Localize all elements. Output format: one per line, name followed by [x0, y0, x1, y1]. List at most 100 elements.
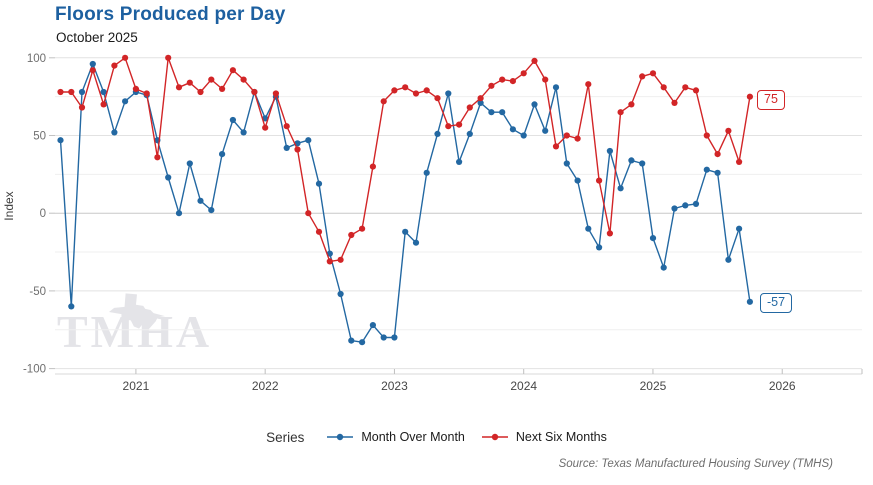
data-point — [499, 76, 506, 83]
legend-item-month-over-month[interactable]: Month Over Month — [326, 430, 465, 444]
series-line-month-over-month — [59, 63, 751, 343]
data-point — [240, 129, 247, 136]
data-point — [660, 264, 667, 271]
x-tick-label: 2025 — [640, 379, 667, 393]
data-point — [520, 132, 527, 139]
data-point — [423, 169, 430, 176]
data-point — [412, 90, 420, 97]
data-point — [628, 101, 635, 108]
data-point — [348, 231, 355, 239]
data-point — [369, 163, 376, 170]
data-point — [671, 99, 678, 106]
data-point — [606, 147, 614, 155]
data-point — [563, 132, 570, 139]
data-point — [542, 127, 549, 134]
data-point — [434, 130, 441, 137]
data-point — [746, 298, 754, 305]
data-point — [596, 177, 603, 184]
data-point — [132, 85, 139, 92]
legend-marker-blue — [327, 433, 354, 441]
data-point — [57, 137, 64, 144]
data-point — [391, 334, 398, 341]
data-point — [100, 101, 107, 108]
data-point — [89, 67, 96, 74]
data-point — [477, 99, 484, 106]
data-point — [585, 225, 592, 232]
data-point — [531, 101, 538, 108]
data-point — [380, 98, 387, 105]
data-point — [272, 90, 279, 97]
data-point — [649, 235, 657, 242]
data-point — [391, 87, 398, 94]
data-point — [219, 85, 226, 92]
data-point — [186, 160, 193, 167]
data-point — [197, 88, 204, 96]
data-point — [434, 95, 441, 102]
data-point — [122, 54, 129, 61]
data-point — [305, 210, 312, 217]
data-point — [703, 166, 710, 173]
data-point — [315, 228, 323, 235]
data-point — [68, 88, 75, 96]
x-tick-label: 2024 — [510, 379, 537, 393]
data-point — [660, 84, 667, 91]
y-tick-label: -50 — [29, 286, 46, 298]
data-point — [315, 180, 323, 187]
data-point — [456, 158, 463, 165]
data-point — [617, 109, 624, 116]
data-point — [57, 88, 64, 96]
data-point — [714, 151, 721, 158]
data-point — [369, 322, 376, 329]
end-label-month-over-month: -57 — [760, 293, 793, 313]
data-point — [111, 129, 118, 136]
data-point — [423, 87, 430, 94]
data-point — [283, 123, 290, 130]
data-point — [100, 88, 107, 96]
data-point — [122, 98, 129, 105]
data-point — [639, 160, 646, 167]
data-point — [466, 104, 473, 111]
data-point — [606, 230, 614, 237]
data-point — [89, 60, 96, 68]
x-tick-label: 2021 — [123, 379, 150, 393]
data-point — [477, 95, 484, 102]
data-point — [262, 115, 269, 122]
data-point — [563, 160, 570, 167]
data-point — [574, 177, 581, 184]
data-point — [208, 207, 215, 214]
data-point — [229, 67, 236, 74]
y-tick-label: 50 — [33, 131, 46, 143]
data-point — [692, 200, 700, 207]
x-tick-label: 2026 — [769, 379, 796, 393]
data-point — [348, 337, 355, 344]
data-point — [68, 303, 75, 310]
data-point — [175, 210, 183, 217]
data-point — [703, 132, 710, 139]
legend-marker-red — [481, 433, 508, 441]
y-tick-label: -100 — [23, 364, 46, 376]
data-point — [359, 339, 366, 346]
data-point — [359, 225, 366, 232]
data-point — [337, 290, 344, 298]
y-tick-label: 100 — [27, 53, 46, 65]
data-point — [671, 205, 678, 212]
data-point — [402, 84, 409, 91]
data-point — [229, 116, 236, 124]
data-point — [725, 256, 732, 263]
data-point — [509, 126, 516, 133]
data-point — [552, 84, 560, 91]
data-point — [682, 202, 689, 209]
data-point — [488, 82, 495, 89]
data-point — [499, 109, 506, 116]
data-point — [154, 154, 161, 161]
data-point — [412, 239, 420, 246]
data-point — [466, 130, 473, 137]
data-point — [456, 121, 463, 128]
data-point — [445, 90, 452, 97]
data-point — [283, 144, 290, 151]
data-point — [219, 151, 226, 158]
legend-item-next-six-months[interactable]: Next Six Months — [481, 430, 607, 444]
data-point — [520, 70, 527, 77]
